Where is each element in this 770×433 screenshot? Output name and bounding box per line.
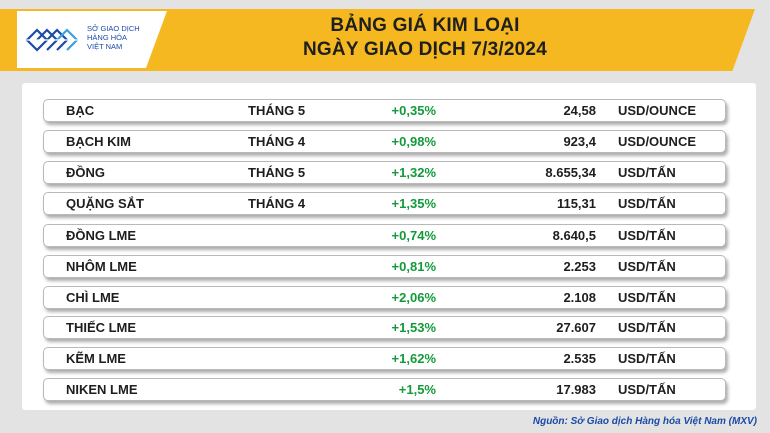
mxv-logo-icon: [26, 28, 79, 52]
metal-name: ĐỒNG: [66, 165, 105, 180]
price-change: +0,35%: [391, 103, 436, 118]
metal-name: NHÔM LME: [66, 259, 137, 274]
metal-name: THIẾC LME: [66, 320, 137, 335]
price-change: +1,35%: [391, 196, 436, 211]
table-row: ĐỒNG THÁNG 5 +1,32% 8.655,34 USD/TẤN: [43, 161, 726, 184]
metal-name: KẼM LME: [66, 351, 126, 366]
price-value: 8.640,5: [552, 228, 596, 243]
price-unit: USD/TẤN: [618, 382, 676, 397]
price-change: +0,81%: [391, 259, 436, 274]
metal-name: ĐỒNG LME: [66, 228, 137, 243]
table-row: BẠCH KIM THÁNG 4 +0,98% 923,4 USD/OUNCE: [43, 130, 726, 153]
price-change: +0,74%: [391, 228, 436, 243]
price-change: +0,98%: [391, 134, 436, 149]
metal-name: NIKEN LME: [66, 382, 138, 397]
metal-name: BẠC: [66, 103, 95, 118]
table-row: NHÔM LME +0,81% 2.253 USD/TẤN: [43, 255, 726, 278]
price-change: +2,06%: [391, 290, 436, 305]
price-change: +1,5%: [398, 382, 436, 397]
page-title: BẢNG GIÁ KIM LOẠI: [330, 15, 520, 36]
price-value: 27.607: [556, 320, 596, 335]
price-unit: USD/TẤN: [618, 196, 676, 211]
contract-month: THÁNG 4: [248, 134, 306, 149]
price-value: 923,4: [563, 134, 596, 149]
price-value: 115,31: [556, 196, 596, 211]
price-value: 2.535: [563, 351, 596, 366]
logo-text: SỞ GIAO DỊCH HÀNG HÓA VIỆT NAM: [87, 24, 140, 51]
price-unit: USD/TẤN: [618, 165, 676, 180]
metal-name: BẠCH KIM: [66, 134, 131, 149]
price-value: 2.253: [563, 259, 596, 274]
table-row: QUẶNG SẮT THÁNG 4 +1,35% 115,31 USD/TẤN: [43, 192, 726, 215]
price-unit: USD/OUNCE: [618, 103, 697, 118]
price-value: 17.983: [556, 382, 596, 397]
table-row: BẠC THÁNG 5 +0,35% 24,58 USD/OUNCE: [43, 99, 726, 122]
price-change: +1,62%: [391, 351, 436, 366]
contract-month: THÁNG 4: [248, 196, 306, 211]
price-value: 8.655,34: [545, 165, 596, 180]
table-row: NIKEN LME +1,5% 17.983 USD/TẤN: [43, 378, 726, 401]
contract-month: THÁNG 5: [248, 103, 306, 118]
price-unit: USD/OUNCE: [618, 134, 697, 149]
price-unit: USD/TẤN: [618, 290, 676, 305]
page-subtitle: NGÀY GIAO DỊCH 7/3/2024: [303, 39, 547, 60]
metal-name: CHÌ LME: [66, 290, 120, 305]
price-change: +1,53%: [391, 320, 436, 335]
price-value: 24,58: [563, 103, 596, 118]
price-unit: USD/TẤN: [618, 351, 676, 366]
price-value: 2.108: [563, 290, 596, 305]
table-row: KẼM LME +1,62% 2.535 USD/TẤN: [43, 347, 726, 370]
source-note: Nguồn: Sở Giao dịch Hàng hóa Việt Nam (M…: [532, 416, 757, 427]
price-unit: USD/TẤN: [618, 320, 676, 335]
metal-name: QUẶNG SẮT: [66, 196, 144, 211]
price-change: +1,32%: [391, 165, 436, 180]
price-unit: USD/TẤN: [618, 228, 676, 243]
table-row: ĐỒNG LME +0,74% 8.640,5 USD/TẤN: [43, 224, 726, 247]
price-unit: USD/TẤN: [618, 259, 676, 274]
table-row: CHÌ LME +2,06% 2.108 USD/TẤN: [43, 286, 726, 309]
table-row: THIẾC LME +1,53% 27.607 USD/TẤN: [43, 316, 726, 339]
contract-month: THÁNG 5: [248, 165, 306, 180]
